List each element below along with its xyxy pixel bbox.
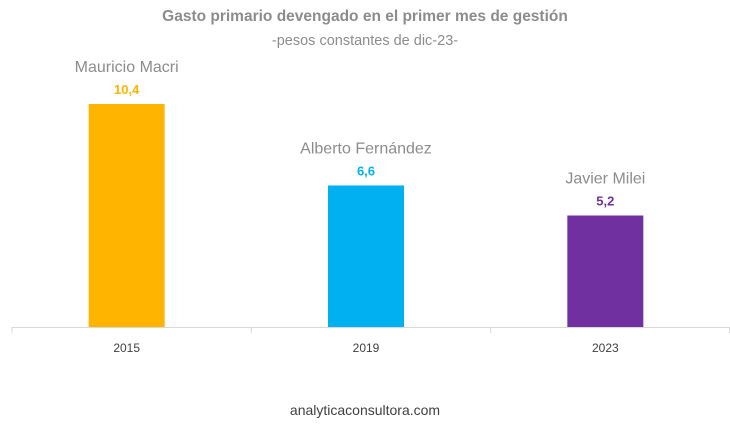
x-tick-label-2015: 2015 [113,341,140,355]
series-label-2015: Mauricio Macri [75,59,179,76]
series-label-2019: Alberto Fernández [300,140,432,157]
data-label-2019: 6,6 [357,163,375,178]
x-tick-label-2019: 2019 [353,341,380,355]
chart-title: Gasto primario devengado en el primer me… [162,8,568,25]
source-footer: analyticaconsultora.com [289,402,441,418]
x-tick-label-2023: 2023 [592,341,619,355]
series-label-2023: Javier Milei [565,171,645,188]
bar-2015 [88,104,165,327]
bar-2019 [328,185,404,327]
chart-subtitle: -pesos constantes de dic-23- [271,33,459,49]
data-label-2015: 10,4 [114,82,140,97]
data-label-2023: 5,2 [596,194,614,209]
bar-2023 [567,215,644,327]
